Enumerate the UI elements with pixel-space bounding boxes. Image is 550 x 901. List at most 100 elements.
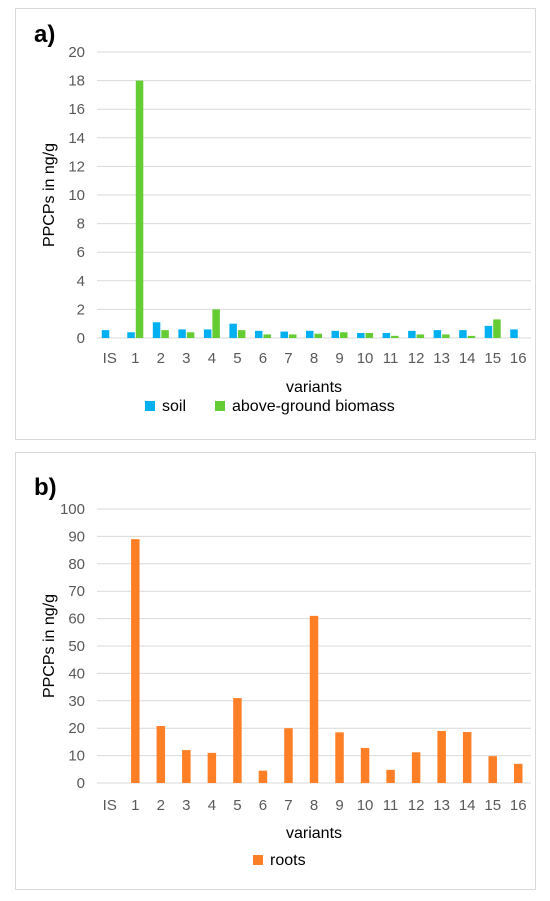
x-tick-label: 3: [182, 797, 190, 814]
x-axis-title: variants: [286, 379, 342, 396]
y-tick-label: 2: [77, 301, 85, 318]
bar-soil-14: [459, 330, 467, 338]
legend-swatch-roots: [253, 855, 263, 865]
bar-above-ground-biomass-14: [467, 335, 476, 338]
x-tick-label: IS: [103, 797, 117, 814]
bar-soil-6: [254, 330, 263, 338]
y-tick-label: 14: [68, 130, 85, 147]
legend-swatch-soil: [145, 401, 155, 411]
y-tick-label: 18: [68, 73, 85, 90]
bar-soil-4: [203, 329, 212, 338]
bar-roots-9: [335, 732, 344, 783]
x-tick-label: 7: [284, 350, 292, 367]
bar-roots-7: [284, 728, 293, 783]
legend-label-above-ground-biomass: above-ground biomass: [232, 398, 395, 415]
y-tick-label: 40: [68, 665, 85, 682]
bar-roots-1: [131, 539, 140, 783]
bar-above-ground-biomass-6: [263, 334, 271, 338]
bar-soil-16: [510, 329, 518, 338]
legend-label-roots: roots: [270, 852, 306, 869]
x-tick-label: 11: [383, 350, 399, 367]
y-tick-label: 8: [77, 216, 85, 233]
bar-above-ground-biomass-10: [365, 332, 374, 338]
x-tick-label: 9: [335, 350, 343, 367]
bar-soil-7: [280, 331, 288, 338]
chart-panel-b: b) 0 10 20 30 40 50 60 70 80 90 100 IS 1 2 3 4 5 6 7 8 9 10 11 1…: [15, 452, 536, 890]
panel-label-b: b): [34, 474, 57, 501]
x-tick-label: 14: [459, 797, 476, 814]
x-tick-label: 6: [259, 797, 267, 814]
y-tick-label: 20: [68, 720, 85, 737]
bar-roots-2: [156, 726, 166, 783]
x-tick-label: 12: [408, 797, 425, 814]
x-tick-label: 9: [335, 797, 343, 814]
y-tick-label: 70: [68, 583, 85, 600]
x-tick-label: 2: [157, 797, 165, 814]
x-tick-label: 4: [208, 797, 216, 814]
bar-roots-14: [462, 732, 472, 783]
y-axis-title: PPCPs in ng/g: [41, 594, 58, 698]
bar-roots-13: [437, 730, 446, 783]
y-tick-label: 20: [68, 44, 85, 61]
legend-swatch-above-ground-biomass: [215, 401, 225, 411]
x-tick-label: 8: [310, 350, 318, 367]
y-tick-label: 10: [68, 187, 85, 204]
x-tick-label: 10: [357, 350, 374, 367]
bar-above-ground-biomass-1: [135, 80, 144, 338]
x-tick-label: 5: [233, 350, 241, 367]
bar-roots-15: [488, 756, 497, 783]
x-tick-label: 7: [284, 797, 292, 814]
x-tick-label: IS: [103, 350, 117, 367]
x-tick-label: 13: [433, 797, 450, 814]
bar-above-ground-biomass-5: [237, 330, 246, 338]
bar-soil-10: [357, 332, 365, 338]
bar-soil-11: [382, 332, 391, 338]
x-tick-label: 1: [131, 350, 139, 367]
bar-soil-15: [484, 325, 493, 338]
bar-roots-6: [258, 770, 268, 783]
x-tick-label: 15: [484, 350, 501, 367]
bar-above-ground-biomass-12: [416, 334, 425, 338]
bar-soil-13: [433, 330, 442, 338]
x-tick-label: 3: [182, 350, 190, 367]
x-tick-label: 8: [310, 797, 318, 814]
y-tick-label: 60: [68, 611, 85, 628]
x-tick-label: 4: [208, 350, 216, 367]
y-tick-label: 90: [68, 528, 85, 545]
x-tick-label: 10: [357, 797, 374, 814]
bar-above-ground-biomass-15: [493, 319, 501, 338]
legend-label-soil: soil: [162, 398, 186, 415]
y-tick-label: 100: [60, 501, 85, 518]
bar-roots-11: [386, 769, 395, 783]
y-tick-label: 0: [77, 775, 85, 792]
x-tick-label: 12: [408, 350, 425, 367]
bar-soil-IS: [101, 330, 110, 338]
bar-roots-4: [207, 752, 217, 783]
y-tick-label: 6: [77, 244, 85, 261]
bar-soil-3: [178, 329, 186, 338]
y-tick-label: 16: [68, 101, 85, 118]
bar-above-ground-biomass-4: [212, 309, 220, 338]
x-tick-label: 1: [131, 797, 139, 814]
y-tick-label: 80: [68, 556, 85, 573]
bar-above-ground-biomass-9: [340, 332, 348, 338]
x-tick-label: 2: [157, 350, 165, 367]
bar-roots-8: [309, 615, 319, 783]
bar-above-ground-biomass-13: [442, 334, 450, 338]
bar-roots-10: [360, 747, 370, 783]
bar-above-ground-biomass-2: [161, 330, 169, 338]
bar-soil-12: [408, 330, 416, 338]
chart-panel-a: a) 0 2 4 6 8 10 12 14 16 18 20 IS 1 2 3 4 5 6 7 8 9 10 11 12 13 14…: [15, 8, 536, 440]
x-tick-label: 15: [484, 797, 501, 814]
y-tick-label: 30: [68, 693, 85, 710]
y-tick-label: 12: [68, 158, 85, 175]
y-tick-label: 10: [68, 748, 85, 765]
x-tick-label: 13: [433, 350, 450, 367]
bar-soil-9: [331, 330, 340, 338]
bar-above-ground-biomass-8: [314, 333, 322, 338]
bar-above-ground-biomass-3: [186, 332, 195, 338]
x-tick-label: 11: [383, 797, 399, 814]
bar-soil-2: [152, 322, 161, 338]
